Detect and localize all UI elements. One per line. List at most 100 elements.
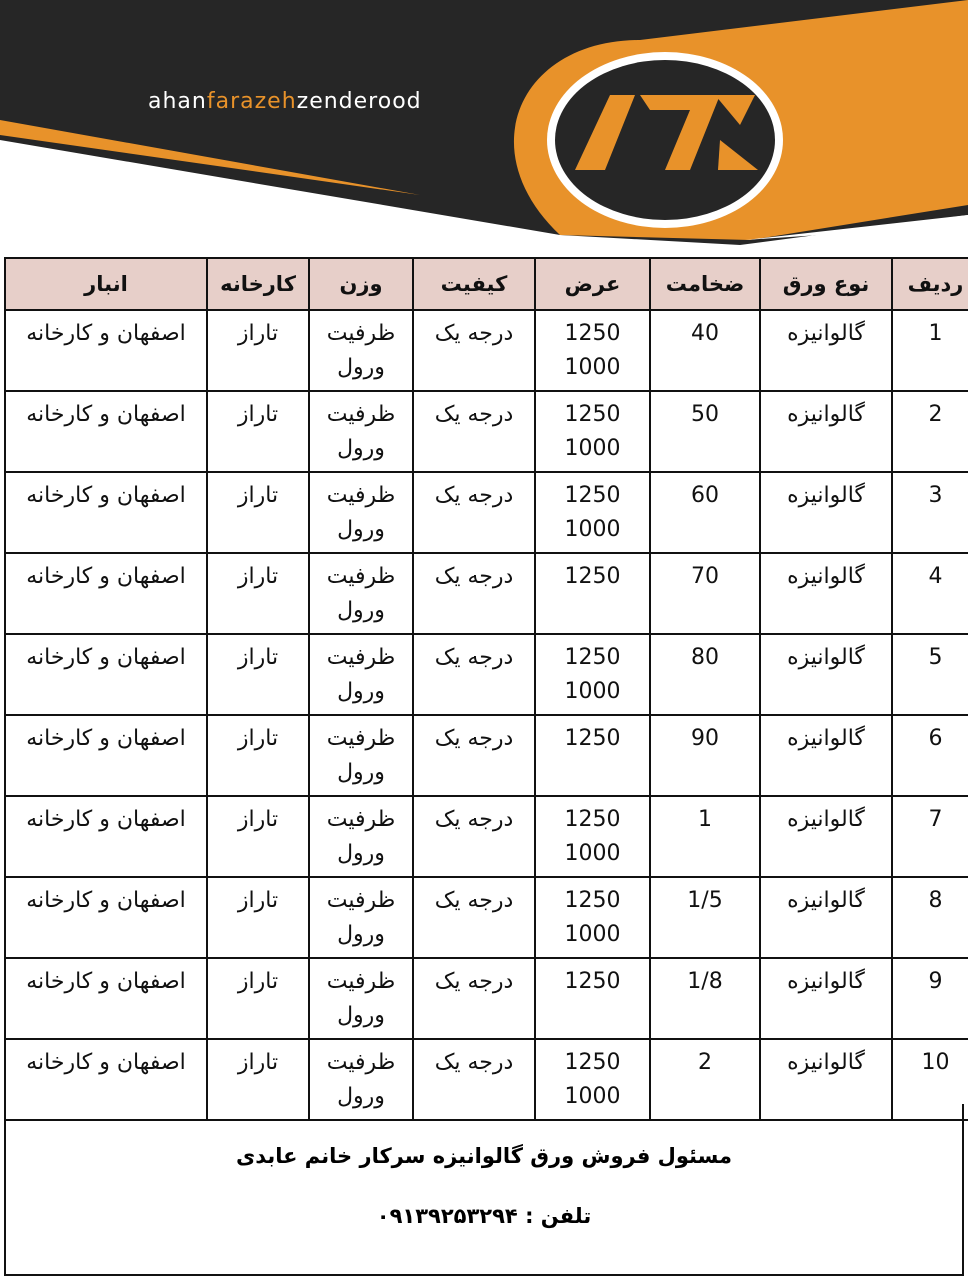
- row-number: 2: [928, 402, 943, 427]
- sheet-type: گالوانیزه: [787, 969, 865, 994]
- width: 1250: [564, 645, 621, 670]
- sheet-type: گالوانیزه: [787, 483, 865, 508]
- quality: درجه یک: [434, 969, 514, 994]
- sheet-type-cell: گالوانیزه: [759, 876, 893, 959]
- weight-cell: ظرفیت ورول: [308, 471, 414, 554]
- width-cell: 1250 1000: [534, 390, 651, 473]
- thickness-cell: 60: [649, 471, 761, 554]
- column-header: عرض: [534, 257, 651, 311]
- sheet-type-cell: گالوانیزه: [759, 957, 893, 1040]
- weight-cell: ظرفیت ورول: [308, 957, 414, 1040]
- row-number: 1: [928, 321, 943, 346]
- width-cell: 1250: [534, 714, 651, 797]
- thickness: 1: [698, 807, 712, 832]
- warehouse: اصفهان و کارخانه: [26, 645, 186, 670]
- warehouse-cell: اصفهان و کارخانه: [4, 957, 208, 1040]
- weight: ورول: [337, 598, 385, 623]
- factory-cell: تاراز: [206, 795, 310, 878]
- quality-cell: درجه یک: [412, 633, 536, 716]
- width: 1000: [564, 922, 621, 947]
- table-row: 2 گالوانیزه 50 1250 1000 درجه یک ظرفیت ورول تارا…: [4, 390, 968, 473]
- factory: تاراز: [237, 483, 279, 508]
- weight: ورول: [337, 1003, 385, 1028]
- sheet-type: گالوانیزه: [787, 1050, 865, 1075]
- width-cell: 1250 1000: [534, 795, 651, 878]
- warehouse: اصفهان و کارخانه: [26, 483, 186, 508]
- warehouse: اصفهان و کارخانه: [26, 726, 186, 751]
- row-number-cell: 1: [891, 309, 968, 392]
- width: 1250: [564, 888, 621, 913]
- warehouse-cell: اصفهان و کارخانه: [4, 552, 208, 635]
- width-cell: 1250: [534, 957, 651, 1040]
- warehouse-cell: اصفهان و کارخانه: [4, 714, 208, 797]
- warehouse-cell: اصفهان و کارخانه: [4, 795, 208, 878]
- row-number: 3: [928, 483, 943, 508]
- width: 1000: [564, 679, 621, 704]
- row-number-cell: 7: [891, 795, 968, 878]
- factory-cell: تاراز: [206, 552, 310, 635]
- weight-cell: ظرفیت ورول: [308, 309, 414, 392]
- width: 1000: [564, 517, 621, 542]
- quality: درجه یک: [434, 1050, 514, 1075]
- table-header-row: ردیف نوع ورق ضخامت عرض کیفیت وزن کارخانه انبار: [4, 257, 968, 311]
- row-number-cell: 9: [891, 957, 968, 1040]
- row-number-cell: 2: [891, 390, 968, 473]
- phone-line: تلفن : ۰۹۱۳۹۲۵۳۲۹۴: [6, 1204, 962, 1228]
- factory: تاراز: [237, 726, 279, 751]
- warehouse-cell: اصفهان و کارخانه: [4, 876, 208, 959]
- weight: ظرفیت: [326, 645, 396, 670]
- weight: ظرفیت: [326, 888, 396, 913]
- column-header: کیفیت: [412, 257, 536, 311]
- factory: تاراز: [237, 1050, 279, 1075]
- quality: درجه یک: [434, 888, 514, 913]
- row-number-cell: 10: [891, 1038, 968, 1121]
- weight: ظرفیت: [326, 726, 396, 751]
- factory-cell: تاراز: [206, 876, 310, 959]
- quality-cell: درجه یک: [412, 552, 536, 635]
- quality: درجه یک: [434, 645, 514, 670]
- column-header: ضخامت: [649, 257, 761, 311]
- thickness-cell: 1/5: [649, 876, 761, 959]
- header-banner: ahanfarazehzenderood: [0, 0, 968, 245]
- thickness: 80: [691, 645, 719, 670]
- sheet-type-cell: گالوانیزه: [759, 390, 893, 473]
- warehouse-cell: اصفهان و کارخانه: [4, 1038, 208, 1121]
- column-header: انبار: [4, 257, 208, 311]
- row-number: 8: [928, 888, 943, 913]
- thickness-cell: 40: [649, 309, 761, 392]
- table-row: 6 گالوانیزه 90 1250 درجه یک ظرفیت ورول تاراز اصف…: [4, 714, 968, 797]
- factory: تاراز: [237, 564, 279, 589]
- quality-cell: درجه یک: [412, 471, 536, 554]
- thickness: 50: [691, 402, 719, 427]
- thickness-cell: 80: [649, 633, 761, 716]
- sheet-type: گالوانیزه: [787, 564, 865, 589]
- weight-cell: ظرفیت ورول: [308, 1038, 414, 1121]
- sheet-type-cell: گالوانیزه: [759, 633, 893, 716]
- quality: درجه یک: [434, 402, 514, 427]
- thickness: 90: [691, 726, 719, 751]
- width-cell: 1250 1000: [534, 1038, 651, 1121]
- factory: تاراز: [237, 321, 279, 346]
- row-number: 10: [921, 1050, 950, 1075]
- quality: درجه یک: [434, 564, 514, 589]
- factory-cell: تاراز: [206, 309, 310, 392]
- weight-cell: ظرفیت ورول: [308, 795, 414, 878]
- sales-contact: مسئول فروش ورق گالوانیزه سرکار خانم عابد…: [236, 1144, 732, 1168]
- sheet-type: گالوانیزه: [787, 888, 865, 913]
- thickness: 60: [691, 483, 719, 508]
- quality: درجه یک: [434, 483, 514, 508]
- width-cell: 1250 1000: [534, 471, 651, 554]
- factory: تاراز: [237, 807, 279, 832]
- width-cell: 1250 1000: [534, 633, 651, 716]
- factory-cell: تاراز: [206, 957, 310, 1040]
- table-row: 3 گالوانیزه 60 1250 1000 درجه یک ظرفیت ورول تارا…: [4, 471, 968, 554]
- sheet-type: گالوانیزه: [787, 807, 865, 832]
- row-number: 9: [928, 969, 943, 994]
- weight: ورول: [337, 355, 385, 380]
- width: 1000: [564, 436, 621, 461]
- factory: تاراز: [237, 645, 279, 670]
- quality: درجه یک: [434, 726, 514, 751]
- width: 1250: [564, 807, 621, 832]
- table-row: 1 گالوانیزه 40 1250 1000 درجه یک ظرفیت ورول تارا…: [4, 309, 968, 392]
- weight-cell: ظرفیت ورول: [308, 876, 414, 959]
